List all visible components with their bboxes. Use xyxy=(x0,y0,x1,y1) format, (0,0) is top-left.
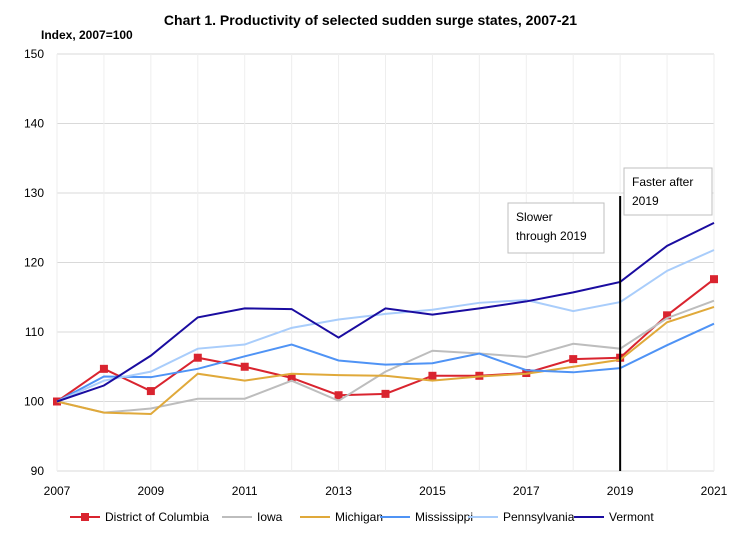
y-tick-label: 120 xyxy=(24,256,44,270)
data-point xyxy=(569,355,578,364)
legend-label: Iowa xyxy=(257,510,283,524)
legend-label: Michigan xyxy=(335,510,383,524)
data-point xyxy=(240,362,249,371)
data-point xyxy=(334,391,343,400)
x-tick-label: 2021 xyxy=(701,484,728,498)
data-point xyxy=(381,389,390,398)
y-tick-label: 140 xyxy=(24,117,44,131)
legend-label: Mississippi xyxy=(415,510,473,524)
series-line-iowa xyxy=(56,299,715,414)
y-tick-label: 110 xyxy=(25,325,44,339)
x-tick-label: 2015 xyxy=(419,484,446,498)
data-point xyxy=(287,373,296,382)
data-point xyxy=(99,364,108,373)
series-line-mississippi xyxy=(56,322,715,403)
x-tick-label: 2013 xyxy=(325,484,352,498)
x-tick-label: 2007 xyxy=(44,484,71,498)
x-tick-label: 2017 xyxy=(513,484,540,498)
x-tick-label: 2011 xyxy=(232,484,258,498)
y-axis-label: Index, 2007=100 xyxy=(41,28,133,42)
annotation-text: 2019 xyxy=(632,194,659,208)
y-tick-label: 100 xyxy=(24,395,44,409)
x-tick-label: 2019 xyxy=(607,484,634,498)
annotation-text: Slower xyxy=(516,210,553,224)
legend-marker xyxy=(81,513,89,521)
data-point xyxy=(663,311,672,320)
legend-label: District of Columbia xyxy=(105,510,209,524)
legend-label: Vermont xyxy=(609,510,654,524)
series-line-vermont xyxy=(56,221,715,403)
x-tick-label: 2009 xyxy=(138,484,165,498)
y-tick-label: 90 xyxy=(31,464,45,478)
y-tick-label: 130 xyxy=(24,186,44,200)
series-line-michigan xyxy=(56,306,715,416)
annotation-box xyxy=(623,167,713,216)
y-tick-label: 150 xyxy=(24,47,44,61)
legend-label: Pennsylvania xyxy=(503,510,575,524)
annotation-box xyxy=(507,202,605,254)
data-point xyxy=(710,275,718,284)
chart-title: Chart 1. Productivity of selected sudden… xyxy=(163,12,578,28)
data-point xyxy=(193,353,202,362)
data-point xyxy=(146,387,155,396)
annotation-text: through 2019 xyxy=(516,229,587,243)
series-line-pennsylvania xyxy=(56,249,715,403)
data-point xyxy=(428,371,437,380)
annotation-text: Faster after xyxy=(632,175,693,189)
